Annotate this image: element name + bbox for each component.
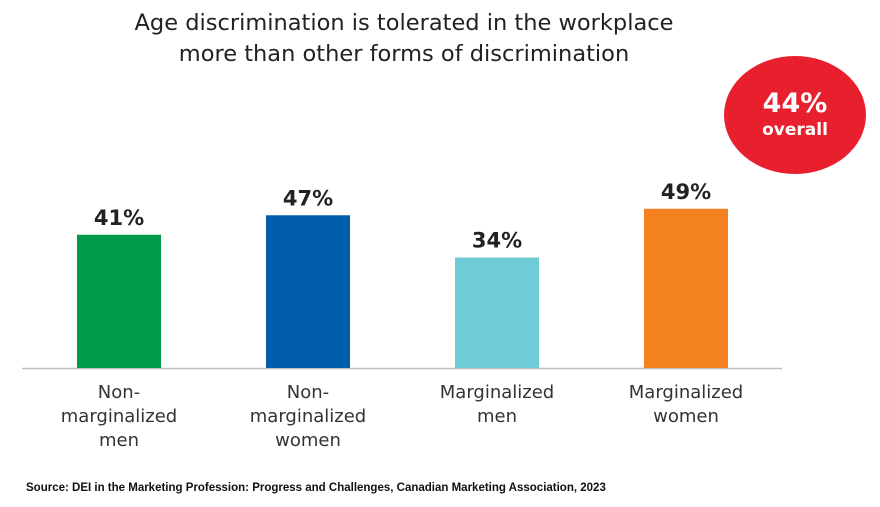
- bar-1: [77, 234, 161, 368]
- category-label-2: Non-marginalized women: [250, 382, 366, 451]
- overall-badge-label: overall: [762, 120, 828, 140]
- bar-value-label-2: 47%: [283, 186, 333, 210]
- category-label-4: Marginalized women: [629, 382, 743, 427]
- bar-3: [455, 257, 539, 368]
- category-label-3: Marginalized men: [440, 382, 554, 427]
- overall-badge: 44% overall: [724, 56, 866, 174]
- bar-chart: 41% Non-marginalized men 47% Non-marginalize…: [22, 180, 782, 451]
- bar-value-label-3: 34%: [472, 229, 522, 253]
- bar-2: [266, 215, 350, 368]
- bar-4: [644, 208, 728, 368]
- source-note: Source: DEI in the Marketing Profession:…: [26, 482, 606, 494]
- bar-value-label-4: 49%: [661, 180, 711, 204]
- overall-badge-value: 44%: [762, 88, 828, 119]
- bar-value-label-1: 41%: [94, 206, 144, 230]
- category-label-1: Non-marginalized men: [61, 382, 177, 451]
- chart-title: Age discrimination is tolerated in the w…: [134, 10, 674, 67]
